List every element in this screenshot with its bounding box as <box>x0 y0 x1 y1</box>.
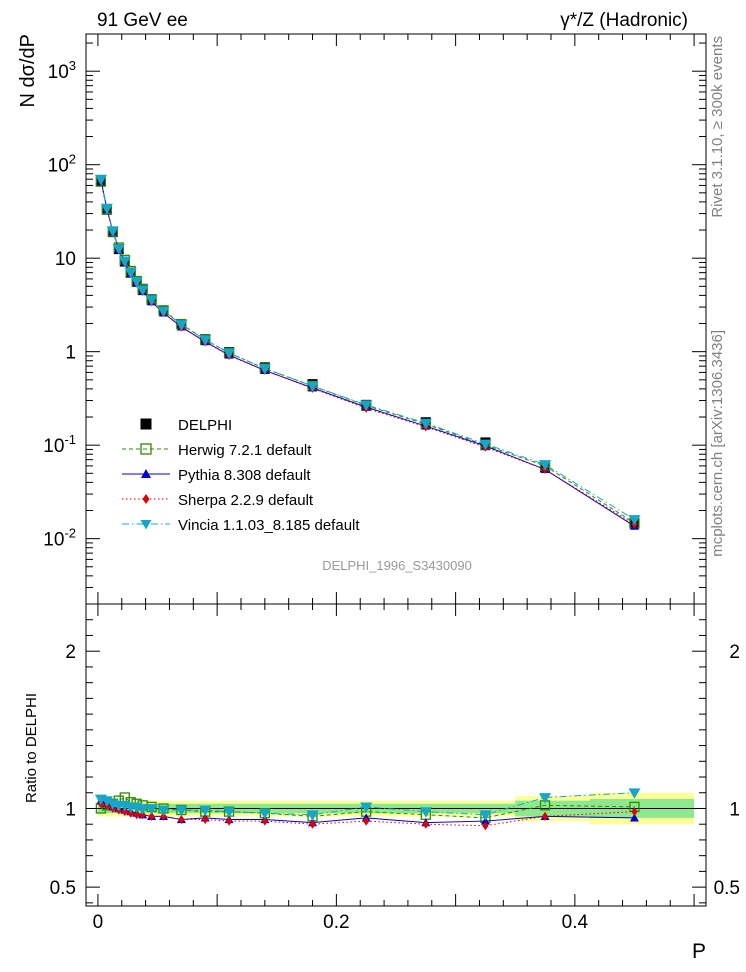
ratio-series-layer <box>94 788 641 831</box>
main-point-vincia <box>112 244 125 255</box>
legend-marker-pythia <box>141 469 151 478</box>
ratio-point-sherpa <box>127 808 134 818</box>
main-series-vincia <box>94 174 641 526</box>
y-tick-label: 1 <box>65 343 76 364</box>
main-point-vincia <box>419 418 432 430</box>
ratio-point-vincia <box>223 807 236 818</box>
x-tick-label: 0.2 <box>323 912 349 933</box>
ratio-point-vincia <box>199 805 212 817</box>
main-point-vincia <box>94 174 107 186</box>
ratio-point-vincia <box>258 808 271 820</box>
ratio-point-sherpa <box>363 816 370 826</box>
ratio-point-sherpa <box>541 811 549 821</box>
main-point-vincia <box>124 267 137 279</box>
main-point-vincia <box>479 439 492 451</box>
ratio-series-sherpa <box>97 799 638 831</box>
legend-marker-vincia <box>140 520 152 530</box>
ratio-point-vincia <box>306 810 319 821</box>
y-tick-label: 10-1 <box>43 432 76 457</box>
ratio-point-sherpa <box>482 821 489 831</box>
ratio-point-sherpa <box>202 814 209 824</box>
ratio-point-vincia <box>628 788 641 799</box>
main-point-vincia <box>199 335 212 346</box>
legend-label-sherpa: Sherpa 2.2.9 default <box>178 492 314 509</box>
ratio-y-tick-label: 2 <box>65 642 76 663</box>
header-left: 91 GeV ee <box>97 10 188 31</box>
legend-marker-sherpa <box>142 494 150 504</box>
rivet-label: Rivet 3.1.10, ≥ 300k events <box>709 36 726 218</box>
ratio-point-sherpa <box>148 811 155 821</box>
ratio-point-sherpa <box>133 810 140 820</box>
ratio-point-sherpa <box>160 811 167 821</box>
main-point-vincia <box>258 364 271 375</box>
ratio-point-vincia <box>419 807 432 818</box>
x-tick-label: 0 <box>93 912 104 933</box>
ratio-plot-frame <box>85 603 707 907</box>
main-line-sherpa <box>100 180 635 525</box>
ratio-point-vincia <box>136 804 149 815</box>
legend-entry-pythia: Pythia 8.308 default <box>122 467 311 484</box>
y-tick-label: 10 <box>55 249 76 270</box>
ratio-point-sherpa <box>422 819 429 829</box>
legend-marker-herwig <box>140 443 152 455</box>
axes-layer: 0 0.2 0.4 10-2 10-1 1 10 102 103 0.5 0.5 1 1 2 2 <box>43 33 740 933</box>
legend-label-data: DELPHI <box>178 417 232 434</box>
ratio-point-sherpa <box>309 819 316 829</box>
ratio-y-tick-label-right: 2 <box>729 642 740 663</box>
legend-label-herwig: Herwig 7.2.1 default <box>178 442 312 459</box>
legend-label-vincia: Vincia 1.1.03_8.185 default <box>178 517 360 534</box>
y-tick-label: 10-2 <box>43 526 76 551</box>
main-point-vincia <box>157 306 170 318</box>
main-y-axis-title: N dσ/dP <box>17 34 39 108</box>
ratio-point-vincia <box>538 793 552 804</box>
y-tick-label: 103 <box>48 58 76 83</box>
ratio-point-vincia <box>157 805 170 817</box>
ratio-point-sherpa <box>121 807 128 817</box>
ratio-point-sherpa <box>139 810 146 820</box>
main-point-vincia <box>360 400 373 411</box>
ratio-point-vincia <box>175 805 188 817</box>
legend-label-pythia: Pythia 8.308 default <box>178 467 311 484</box>
main-point-vincia <box>306 381 319 392</box>
ratio-point-sherpa <box>225 816 233 826</box>
ratio-point-sherpa <box>178 814 185 824</box>
ratio-y-tick-label: 0.5 <box>50 878 76 899</box>
ratio-y-tick-label-right: 1 <box>729 799 740 820</box>
mcplots-label: mcplots.cern.ch [arXiv:1306.3436] <box>709 330 726 557</box>
main-point-vincia <box>100 203 113 215</box>
header-right: γ*/Z (Hadronic) <box>560 10 688 31</box>
x-tick-label: 0.4 <box>562 912 589 933</box>
main-point-vincia <box>136 285 149 296</box>
ratio-y-tick-label-right: 0.5 <box>714 878 740 899</box>
main-point-vincia <box>145 295 158 306</box>
main-point-vincia <box>175 320 188 331</box>
analysis-id: DELPHI_1996_S3430090 <box>322 558 472 573</box>
main-point-vincia <box>130 276 143 288</box>
legend-marker-data <box>140 418 152 430</box>
ratio-point-vincia <box>100 796 113 807</box>
ratio-point-vincia <box>360 802 373 813</box>
ratio-y-axis-title: Ratio to DELPHI <box>23 693 40 803</box>
x-axis-title: P <box>692 940 706 963</box>
legend: DELPHI Herwig 7.2.1 default Pythia 8.308 d… <box>122 417 360 534</box>
ratio-point-pythia <box>629 813 639 822</box>
legend-entry-data: DELPHI <box>140 417 232 434</box>
main-series-layer <box>94 174 641 530</box>
main-point-vincia <box>628 515 641 526</box>
legend-entry-sherpa: Sherpa 2.2.9 default <box>122 492 314 509</box>
ratio-series-vincia <box>94 788 641 821</box>
ratio-y-tick-label: 1 <box>65 799 76 820</box>
main-point-vincia <box>106 226 119 237</box>
main-point-vincia <box>223 348 236 359</box>
main-point-vincia <box>118 256 131 267</box>
y-tick-label: 102 <box>48 152 76 177</box>
ratio-point-sherpa <box>261 816 268 826</box>
legend-entry-herwig: Herwig 7.2.1 default <box>122 442 312 459</box>
main-point-vincia <box>538 460 552 471</box>
ratio-point-sherpa <box>631 807 638 817</box>
ratio-point-vincia <box>479 810 492 821</box>
ratio-point-vincia <box>145 804 158 815</box>
legend-entry-vincia: Vincia 1.1.03_8.185 default <box>122 517 360 534</box>
